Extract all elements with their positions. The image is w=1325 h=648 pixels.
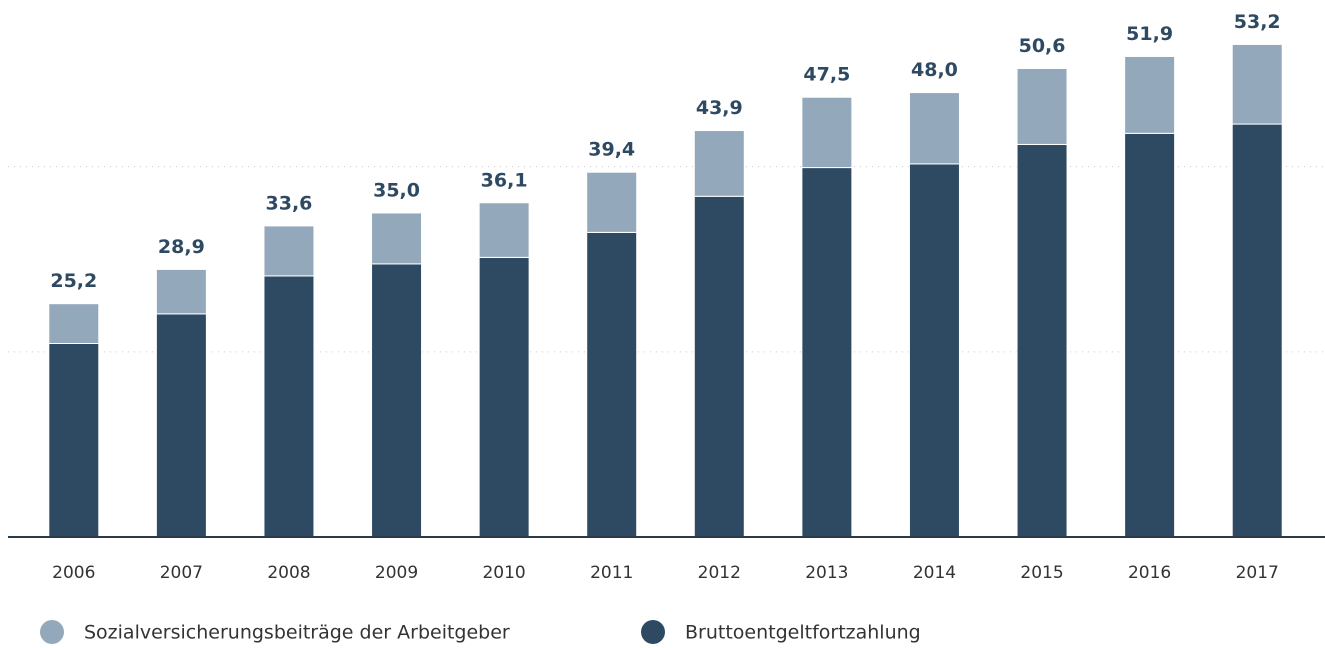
bar-segment <box>1231 43 1283 125</box>
bar-segment <box>478 256 530 538</box>
total-label: 50,6 <box>1019 35 1066 57</box>
x-tick-label: 2011 <box>590 563 633 583</box>
bar-segment <box>801 96 853 169</box>
total-label: 53,2 <box>1234 11 1281 33</box>
total-label: 28,9 <box>158 236 205 258</box>
bar-segment <box>371 212 423 265</box>
bar-segment <box>908 163 960 538</box>
x-tick-label: 2015 <box>1020 563 1063 583</box>
x-tick-label: 2006 <box>52 563 95 583</box>
total-label: 51,9 <box>1126 23 1173 45</box>
bar-segment <box>48 342 100 538</box>
total-label: 48,0 <box>911 59 958 81</box>
bar-segment <box>371 263 423 538</box>
bar-segment <box>693 195 745 538</box>
x-tick-label: 2016 <box>1128 563 1171 583</box>
bar-segment <box>478 202 530 258</box>
bar-segment <box>1016 68 1068 145</box>
bar-segment <box>155 268 207 315</box>
x-tick-label: 2017 <box>1236 563 1279 583</box>
legend-swatch <box>641 620 665 644</box>
x-tick-label: 2010 <box>482 563 525 583</box>
bar-segment <box>586 231 638 538</box>
total-label: 43,9 <box>696 97 743 119</box>
x-tick-label: 2012 <box>698 563 741 583</box>
legend-label: Bruttoentgeltfortzahlung <box>685 622 921 644</box>
x-tick-label: 2008 <box>267 563 310 583</box>
bar-segment <box>48 303 100 344</box>
bar-segment <box>155 313 207 538</box>
x-tick-label: 2014 <box>913 563 956 583</box>
bar-segment <box>1231 123 1283 538</box>
bar-segment <box>1124 55 1176 134</box>
bar-segment <box>908 92 960 165</box>
bar-segment <box>263 225 315 277</box>
bar-segment <box>1016 143 1068 538</box>
total-label: 35,0 <box>373 179 420 201</box>
total-label: 39,4 <box>588 139 635 161</box>
legend-swatch <box>40 620 64 644</box>
x-tick-label: 2009 <box>375 563 418 583</box>
bar-segment <box>263 275 315 538</box>
bar-segment <box>586 171 638 233</box>
bar-segment <box>801 167 853 538</box>
x-tick-label: 2013 <box>805 563 848 583</box>
bar-segment <box>693 130 745 197</box>
x-tick-label: 2007 <box>160 563 203 583</box>
total-label: 33,6 <box>266 192 313 214</box>
legend-label: Sozialversicherungsbeiträge der Arbeitge… <box>84 622 510 644</box>
total-label: 36,1 <box>481 169 528 191</box>
total-label: 47,5 <box>803 64 850 86</box>
total-label: 25,2 <box>50 270 97 292</box>
bar-segment <box>1124 132 1176 538</box>
